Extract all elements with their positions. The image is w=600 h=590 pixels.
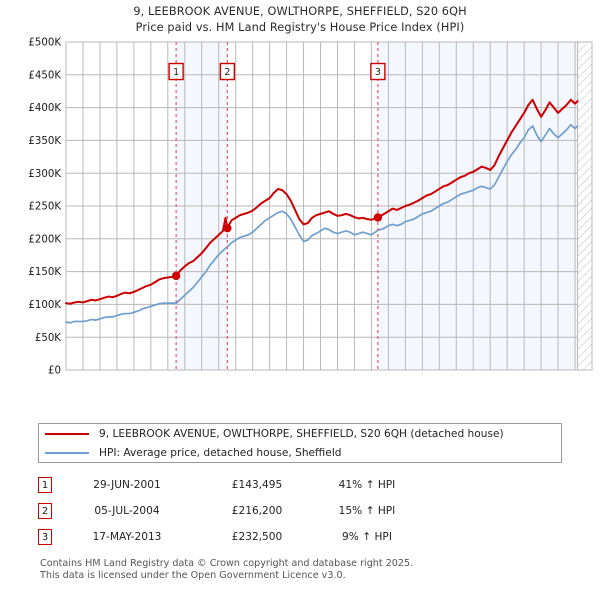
price-chart-svg: £0 £50K £100K £150K £200K £250K £300K £350K £400… — [28, 38, 593, 376]
transaction-marker-number: 1 — [173, 67, 179, 78]
y-axis-tick-label: £300K — [28, 169, 61, 180]
transaction-marker-badge — [219, 62, 236, 81]
transaction-hpi-3: 9% ↑ HPI — [342, 531, 392, 543]
transaction-price-1: £143,495 — [231, 479, 283, 491]
y-axis-tick-label: £350K — [28, 136, 61, 147]
footer-line-2: This data is licensed under the Open Gov… — [40, 569, 346, 581]
legend-item-hpi: HPI: Average price, detached house, Shef… — [39, 443, 561, 462]
hpi-average-line — [65, 123, 579, 324]
property-price-line — [65, 98, 579, 305]
transaction-date-1: 29-JUN-2001 — [93, 479, 161, 491]
legend-swatch-property-icon — [45, 432, 89, 435]
transactions-table: 1 29-JUN-2001 £143,495 41% ↑ HPI 2 05-JU… — [38, 472, 488, 550]
transaction-hpi-2: 15% ↑ HPI — [338, 505, 396, 517]
transaction-hpi-1: 41% ↑ HPI — [338, 479, 396, 491]
y-axis-tick-label: £500K — [28, 38, 61, 49]
no-data-hatched-region — [577, 42, 592, 370]
footer-attribution: Contains HM Land Registry data © Crown c… — [40, 558, 560, 581]
transaction-point — [171, 271, 181, 281]
chart-canvas: £0 £50K £100K £150K £200K £250K £300K £350K £400… — [0, 36, 600, 376]
transaction-badge-1: 1 — [38, 477, 52, 493]
legend-label-property: 9, LEEBROOK AVENUE, OWLTHORPE, SHEFFIELD… — [99, 427, 504, 440]
transaction-marker-badge — [370, 62, 386, 81]
transaction-badge-2: 2 — [38, 503, 52, 519]
transaction-price-3: £232,500 — [231, 531, 283, 543]
footer-line-1: Contains HM Land Registry data © Crown c… — [40, 558, 414, 569]
title-line-2: Price paid vs. HM Land Registry's House … — [135, 21, 465, 34]
y-axis-tick-label: £400K — [28, 103, 61, 114]
transaction-date-2: 05-JUL-2004 — [94, 505, 160, 517]
y-axis-tick-label: £150K — [28, 267, 61, 278]
transaction-price-2: £216,200 — [231, 505, 283, 517]
chart-legend: 9, LEEBROOK AVENUE, OWLTHORPE, SHEFFIELD… — [38, 423, 562, 463]
transaction-date-3: 17-MAY-2013 — [92, 531, 162, 543]
title-line-1: 9, LEEBROOK AVENUE, OWLTHORPE, SHEFFIELD… — [133, 5, 467, 18]
table-row[interactable]: 1 29-JUN-2001 £143,495 41% ↑ HPI — [38, 472, 488, 498]
transaction-marker-badge — [168, 62, 184, 81]
y-axis-tick-label: £200K — [28, 234, 61, 245]
y-axis-tick-label: £50K — [35, 333, 61, 344]
plot-border — [65, 41, 593, 371]
y-axis-tick-label: £100K — [28, 300, 61, 311]
transaction-badge-3: 3 — [38, 529, 52, 545]
page-title: 9, LEEBROOK AVENUE, OWLTHORPE, SHEFFIELD… — [0, 4, 600, 36]
legend-item-property: 9, LEEBROOK AVENUE, OWLTHORPE, SHEFFIELD… — [39, 424, 561, 443]
transaction-point — [223, 223, 232, 233]
y-axis-tick-label: £250K — [28, 202, 61, 213]
transaction-marker-number: 3 — [375, 67, 381, 78]
transaction-marker-number: 2 — [224, 67, 230, 78]
y-axis-tick-label: £450K — [28, 70, 61, 81]
y-axis-tick-label: £0 — [48, 366, 61, 376]
table-row[interactable]: 3 17-MAY-2013 £232,500 9% ↑ HPI — [38, 524, 488, 550]
legend-swatch-hpi-icon — [45, 451, 89, 454]
legend-label-hpi: HPI: Average price, detached house, Shef… — [99, 446, 342, 459]
transaction-point — [373, 213, 383, 222]
table-row[interactable]: 2 05-JUL-2004 £216,200 15% ↑ HPI — [38, 498, 488, 524]
